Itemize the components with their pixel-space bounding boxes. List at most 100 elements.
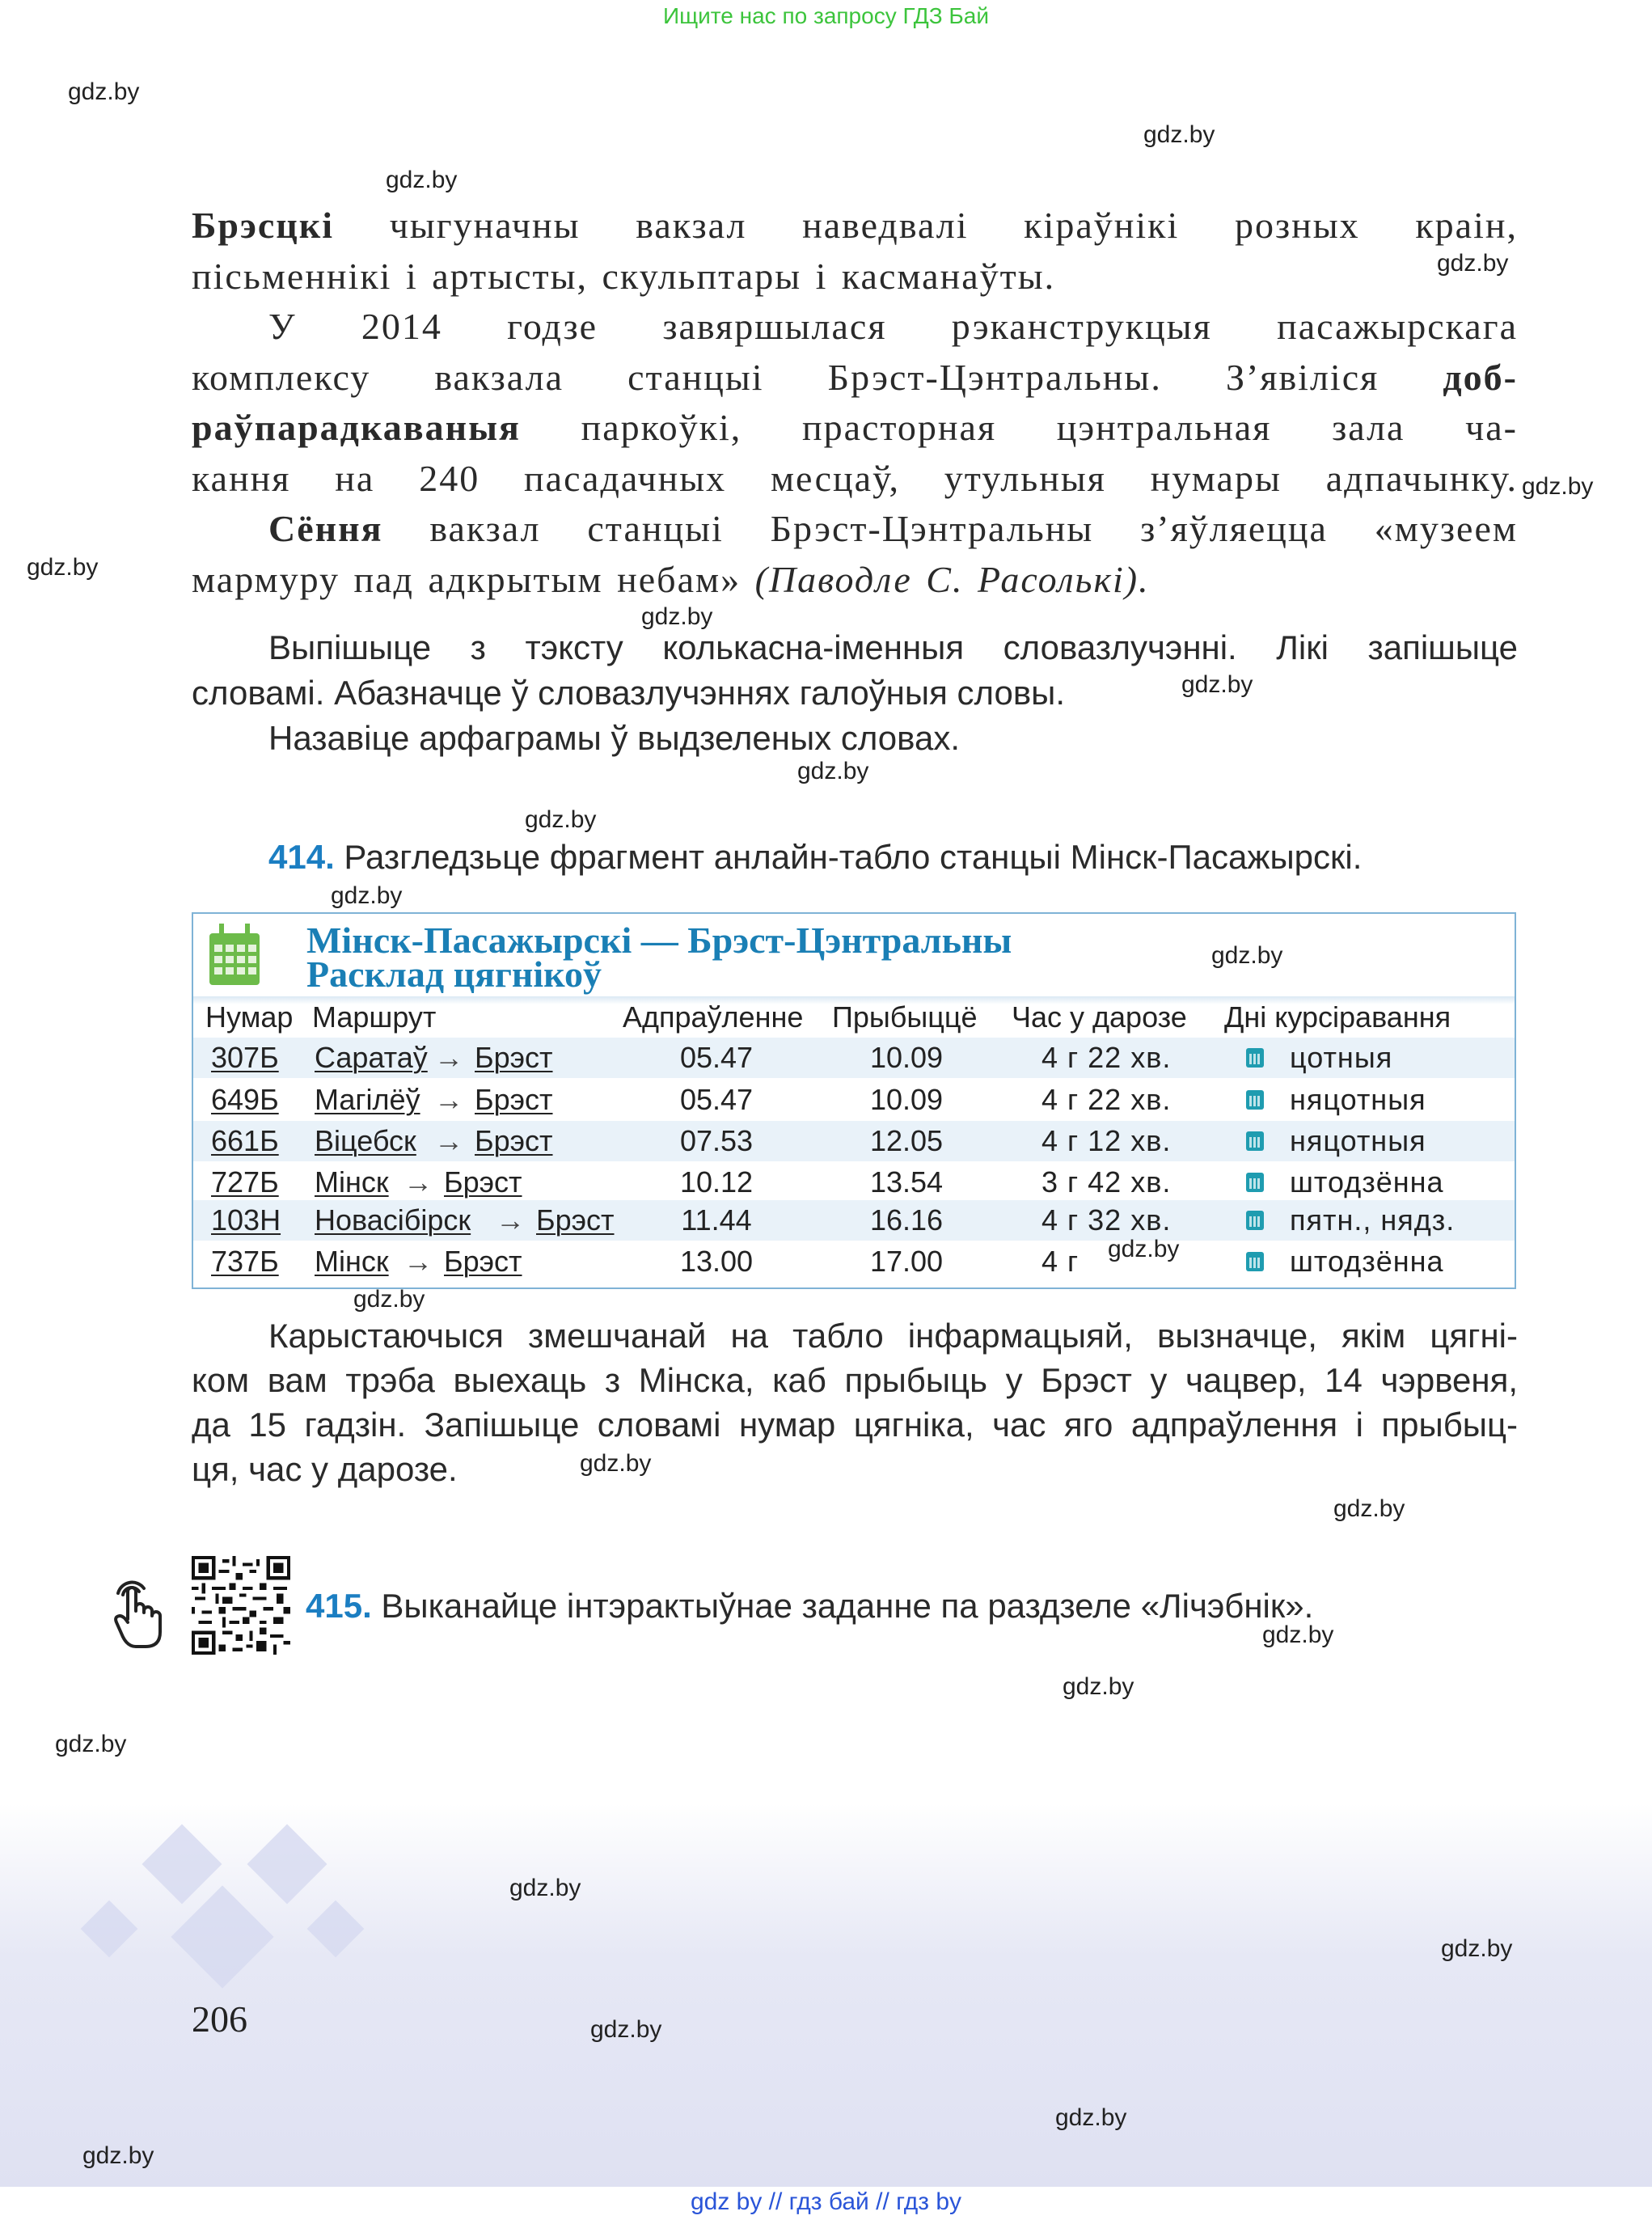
calendar-icon [1246, 1090, 1264, 1110]
travel-duration: 4 г 32 хв. [1041, 1203, 1172, 1237]
arrow-icon: → [403, 1245, 433, 1278]
text-line: да 15 гадзін. Запішыце словамі нумар цяг… [192, 1406, 1518, 1444]
diamond-decoration [247, 1824, 327, 1905]
route-to: Брэст [536, 1203, 615, 1237]
watermark: gdz.by [1143, 121, 1215, 148]
diamond-decoration [171, 1885, 274, 1989]
calendar-icon [209, 924, 260, 985]
watermark: gdz.by [55, 1731, 127, 1757]
arrow-icon: → [403, 1165, 433, 1199]
watermark: gdz.by [1211, 942, 1283, 969]
route-from: Мінск [315, 1165, 389, 1199]
watermark: gdz.by [580, 1450, 652, 1477]
table-row: 661Б Віцебск → Брэст 07.53 12.05 4 г 12 хв. няц… [193, 1121, 1515, 1161]
arrival-time: 16.16 [869, 1203, 944, 1237]
calendar-icon [1246, 1211, 1264, 1230]
footer-decoration [0, 1803, 1652, 2187]
text-line: кання на 240 пасадачных месцаў, утульныя… [192, 457, 1518, 500]
watermark: gdz.by [353, 1286, 425, 1313]
text-segment: чыгуначны вакзал наведвалі кіраўнікі роз… [334, 205, 1518, 246]
route-to: Брэст [475, 1083, 553, 1116]
arrow-icon: → [434, 1124, 463, 1157]
arrival-time: 17.00 [869, 1245, 944, 1278]
table-row: 649Б Магілёў → Брэст 05.47 10.09 4 г 22 хв. няц… [193, 1080, 1515, 1120]
departure-time: 05.47 [679, 1083, 754, 1116]
route-from: Саратаў [315, 1041, 428, 1074]
timetable-board: Мінск-Пасажырскі — Брэст-Цэнтральны Раск… [192, 912, 1516, 1289]
task-number: 414. [268, 838, 335, 876]
task-414-heading: 414. Разгледзьце фрагмент анлайн-табло с… [268, 838, 1518, 877]
route-from: Новасібірск [315, 1203, 471, 1237]
departure-time: 10.12 [679, 1165, 754, 1199]
watermark: gdz.by [1437, 250, 1509, 277]
text-line: ком вам трэба выехаць з Мінска, каб прыб… [192, 1361, 1518, 1399]
task-instruction: Разгледзьце фрагмент анлайн-табло станцы… [334, 838, 1363, 876]
text-line: Назавіце арфаграмы ў выдзеленых словах. [268, 719, 961, 757]
text-line: Выпішыце з тэксту колькасна-іменныя слов… [268, 628, 1518, 666]
departure-time: 13.00 [679, 1245, 754, 1278]
text-line: раўпарадкаваныя паркоўкі, прасторная цэн… [192, 406, 1518, 449]
text-segment: мармуру пад адкрытым небам» [192, 558, 755, 600]
table-row: 737Б Мінск → Брэст 13.00 17.00 4 г штодзённа [193, 1241, 1515, 1282]
header-days: Дні курсіравання [1224, 1000, 1451, 1034]
qr-code[interactable] [192, 1556, 290, 1655]
watermark: gdz.by [386, 167, 458, 193]
travel-duration: 4 г 22 хв. [1041, 1083, 1172, 1116]
table-header-row: Нумар Маршрут Адпраўленне Прыбыццё Час у… [193, 997, 1515, 1038]
travel-duration: 3 г 42 хв. [1041, 1165, 1172, 1199]
highlighted-word: раўпарадкаваныя [192, 407, 521, 448]
departure-time: 07.53 [679, 1124, 754, 1157]
header-arrival: Прыбыццё [832, 1000, 978, 1034]
text-segment: У 2014 годзе завяршылася рэканструкцыя п… [268, 306, 1518, 347]
diamond-decoration [80, 1900, 138, 1958]
running-days: няцотныя [1290, 1083, 1426, 1116]
route-to: Брэст [444, 1165, 522, 1199]
watermark: gdz.by [509, 1875, 581, 1901]
calendar-icon [1246, 1131, 1264, 1151]
timetable-subtitle: Расклад цягнікоў [306, 953, 602, 995]
header-duration: Час у дарозе [1012, 1000, 1187, 1034]
travel-duration: 4 г [1041, 1245, 1080, 1278]
watermark: gdz.by [68, 78, 140, 105]
route-to: Брэст [475, 1041, 553, 1074]
train-number: 307Б [211, 1041, 279, 1074]
route-from: Мінск [315, 1245, 389, 1278]
arrival-time: 12.05 [869, 1124, 944, 1157]
watermark: gdz.by [797, 758, 869, 784]
text-segment: комплексу вакзала станцыі Брэст-Цэнтраль… [192, 356, 1443, 398]
watermark: gdz.by [331, 882, 403, 909]
train-number: 103Н [211, 1203, 281, 1237]
touch-hand-icon [114, 1580, 162, 1648]
highlighted-word: Брэсцкі [192, 205, 335, 246]
watermark: gdz.by [1108, 1236, 1180, 1262]
header-route: Маршрут [312, 1000, 437, 1034]
highlighted-word: Сёння [268, 508, 383, 549]
text-segment: паркоўкі, прасторная цэнтральная зала ча… [520, 407, 1518, 448]
arrival-time: 10.09 [869, 1041, 944, 1074]
text-segment: пісьменнікі і артысты, скульптары і касм… [192, 255, 1056, 297]
diamond-decoration [306, 1900, 365, 1958]
watermark: gdz.by [1055, 2104, 1127, 2131]
table-row: 103Н Новасібірск → Брэст 11.44 16.16 4 г 32 хв… [193, 1200, 1515, 1241]
task-number: 415. [306, 1587, 372, 1625]
running-days: штодзённа [1290, 1165, 1444, 1199]
watermark: gdz.by [1181, 671, 1253, 698]
text-line: Сёння вакзал станцыі Брэст-Цэнтральны з’… [268, 507, 1518, 550]
footer-links[interactable]: gdz by // гдз бай // гдз by [690, 2188, 962, 2215]
watermark: gdz.by [1333, 1495, 1405, 1522]
watermark: gdz.by [1522, 473, 1594, 500]
arrow-icon: → [434, 1083, 463, 1116]
search-banner[interactable]: Ищите нас по запросу ГДЗ Бай [662, 3, 990, 28]
running-days: пятн., нядз. [1290, 1203, 1456, 1237]
text-segment: кання на 240 пасадачных месцаў, утульныя… [192, 457, 1518, 499]
page-number: 206 [192, 1998, 247, 2040]
travel-duration: 4 г 12 хв. [1041, 1124, 1172, 1157]
highlighted-word: доб- [1443, 356, 1518, 398]
text-line: У 2014 годзе завяршылася рэканструкцыя п… [268, 305, 1518, 348]
text-segment: вакзал станцыі Брэст-Цэнтральны з’яўляец… [382, 508, 1518, 549]
text-line: пісьменнікі і артысты, скульптары і касм… [192, 255, 1518, 298]
watermark: gdz.by [82, 2142, 154, 2169]
header-departure: Адпраўленне [623, 1000, 804, 1034]
text-segment: (Паводле С. Расолькі). [754, 558, 1150, 600]
arrow-icon: → [496, 1203, 525, 1237]
